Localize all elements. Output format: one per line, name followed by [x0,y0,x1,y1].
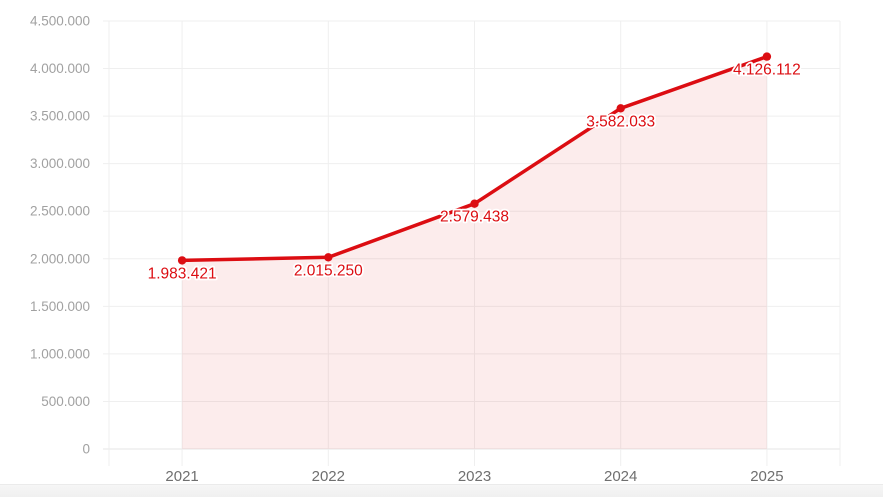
y-tick-label: 2.000.000 [30,251,90,266]
x-tick-label-2021: 2021 [165,468,198,485]
page-bottom-edge [0,484,883,497]
data-point-2022[interactable] [324,253,333,262]
data-point-2024[interactable] [616,104,625,113]
data-label-2021: 1.983.421 [148,265,217,282]
x-tick-label-2025: 2025 [750,468,783,485]
y-tick-label: 4.000.000 [30,61,90,76]
x-tick-label-2022: 2022 [312,468,345,485]
y-tick-label: 1.000.000 [30,346,90,361]
y-tick-label: 2.500.000 [30,204,90,219]
data-label-2024: 3.582.033 [586,113,655,130]
x-tick-label-2023: 2023 [458,468,491,485]
y-tick-label: 4.500.000 [30,14,90,29]
data-point-2025[interactable] [762,52,772,61]
data-point-2021[interactable] [177,256,187,265]
area-fill [182,56,767,449]
data-label-2023: 2.579.438 [440,209,509,226]
y-tick-label: 3.000.000 [30,156,90,171]
data-label-2025: 4.126.112 [733,62,801,79]
data-label-2022: 2.015.250 [294,262,363,279]
y-tick-label: 1.500.000 [30,299,90,314]
data-point-2023[interactable] [470,199,479,208]
y-tick-label: 500.000 [41,394,90,409]
x-tick-label-2024: 2024 [604,468,637,485]
y-tick-label: 0 [82,442,90,457]
y-tick-label: 3.500.000 [30,109,90,124]
